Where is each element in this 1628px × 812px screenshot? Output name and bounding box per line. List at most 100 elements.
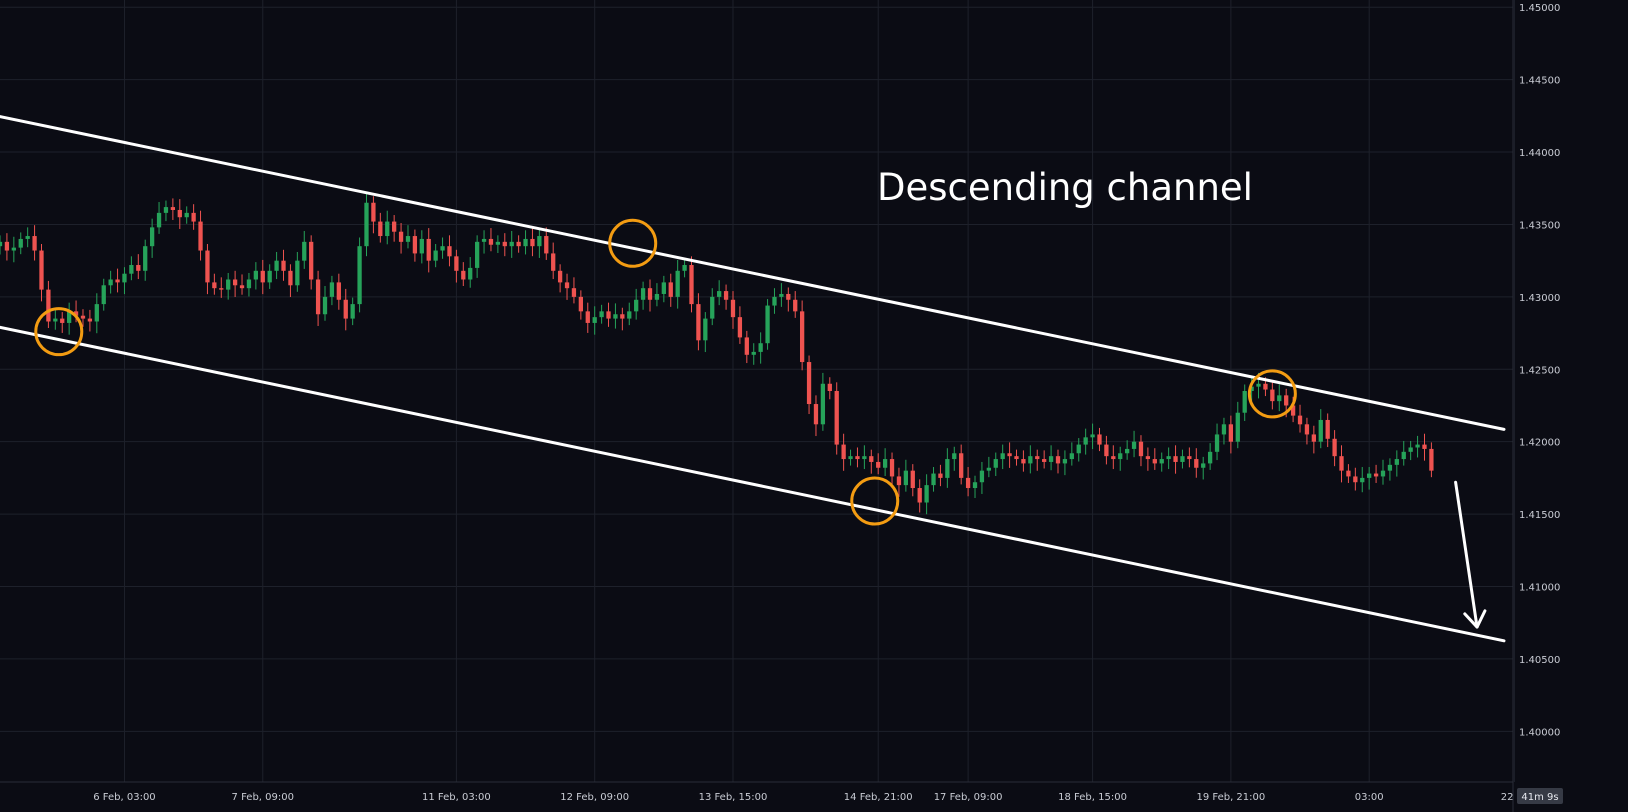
- candle: [1028, 445, 1033, 474]
- candle-body: [433, 250, 438, 261]
- candle-body: [544, 236, 549, 254]
- candle-body: [474, 241, 480, 268]
- candle: [1173, 445, 1178, 474]
- candle-body: [627, 311, 632, 319]
- candle-body: [412, 236, 418, 254]
- candle-body: [516, 241, 521, 247]
- channel-upper-line[interactable]: [0, 115, 1506, 431]
- channel-lower-line[interactable]: [0, 325, 1506, 643]
- candle: [281, 249, 286, 281]
- candle-body: [1360, 477, 1365, 483]
- time-tick-label: 7 Feb, 09:00: [232, 792, 294, 803]
- candle: [1062, 450, 1068, 476]
- candle-body: [710, 296, 715, 319]
- candle: [786, 287, 791, 312]
- price-axis[interactable]: 1.40000 1.40500 1.41000 1.41500 1.42000 1.425…: [1519, 3, 1560, 738]
- candle-body: [523, 238, 528, 247]
- candle-body: [689, 265, 694, 305]
- candle: [426, 228, 431, 273]
- candle: [336, 273, 341, 310]
- candle: [149, 218, 155, 258]
- candle: [385, 210, 390, 245]
- candle: [163, 200, 169, 222]
- candle: [1346, 464, 1351, 483]
- candle: [1214, 423, 1220, 461]
- candle: [274, 251, 279, 280]
- candle-body: [952, 453, 957, 460]
- candle: [343, 288, 348, 331]
- candle: [751, 343, 756, 365]
- candle: [647, 279, 653, 312]
- candle: [1048, 445, 1054, 471]
- candle: [1401, 440, 1406, 466]
- candle-body: [1297, 415, 1303, 425]
- candle: [1166, 447, 1171, 470]
- candle-body: [1055, 456, 1061, 464]
- candle: [613, 303, 618, 329]
- candle-body: [931, 473, 936, 486]
- candle: [827, 377, 832, 400]
- touch-circle[interactable]: [608, 218, 658, 268]
- candle: [39, 244, 44, 302]
- candle: [1228, 415, 1234, 454]
- candle-body: [129, 265, 134, 274]
- candle-body: [25, 236, 30, 239]
- candle-body: [156, 212, 162, 228]
- candle: [419, 230, 424, 264]
- touch-circle[interactable]: [850, 476, 900, 526]
- candle-body: [876, 461, 881, 468]
- candle-body: [488, 238, 494, 245]
- candle: [1304, 417, 1310, 445]
- candle: [1055, 449, 1061, 474]
- candle: [392, 215, 397, 242]
- candle: [1339, 445, 1344, 483]
- price-tick-label: 1.41500: [1519, 510, 1560, 521]
- candle-body: [903, 470, 909, 486]
- candle-body: [1124, 448, 1130, 454]
- candle-body: [274, 260, 279, 271]
- candle-body: [1373, 473, 1379, 477]
- time-tick-label: 6 Feb, 03:00: [93, 792, 155, 803]
- touch-circle[interactable]: [1247, 369, 1297, 419]
- candle-body: [18, 238, 23, 248]
- candle: [481, 230, 487, 254]
- candle: [170, 198, 176, 220]
- candle: [488, 228, 494, 252]
- candle-body: [60, 318, 65, 323]
- candle: [896, 467, 902, 497]
- candle-body: [723, 291, 729, 300]
- time-axis[interactable]: 6 Feb, 03:00 7 Feb, 09:00 11 Feb, 03:00 12 …: [93, 792, 1528, 803]
- candle: [585, 302, 590, 333]
- touch-circle[interactable]: [34, 307, 84, 357]
- candle-body: [557, 270, 563, 283]
- candle: [309, 235, 314, 290]
- candle-body: [1207, 451, 1213, 464]
- candle: [1124, 440, 1130, 460]
- candle: [1408, 440, 1413, 461]
- candle-body: [253, 270, 258, 280]
- candle: [959, 444, 964, 485]
- candle-body: [772, 296, 777, 306]
- candle: [219, 277, 224, 298]
- candle: [1014, 449, 1019, 466]
- candle-body: [454, 256, 459, 271]
- candle: [924, 474, 929, 515]
- candle-body: [295, 260, 300, 286]
- candle-body: [39, 250, 44, 290]
- candle-body: [869, 456, 874, 462]
- candle: [1069, 442, 1074, 466]
- candle-body: [1332, 438, 1337, 457]
- candle-body: [1221, 424, 1227, 435]
- candle: [1090, 423, 1095, 450]
- candle-body: [461, 270, 466, 280]
- price-tick-label: 1.42500: [1519, 365, 1560, 376]
- candle-body: [1076, 444, 1081, 454]
- candle-body: [226, 279, 231, 290]
- candle: [1131, 430, 1137, 458]
- down-arrow-icon: [1454, 480, 1487, 629]
- candle: [848, 449, 853, 466]
- candle: [1000, 444, 1005, 470]
- candle: [295, 251, 300, 292]
- candle-body: [827, 383, 832, 391]
